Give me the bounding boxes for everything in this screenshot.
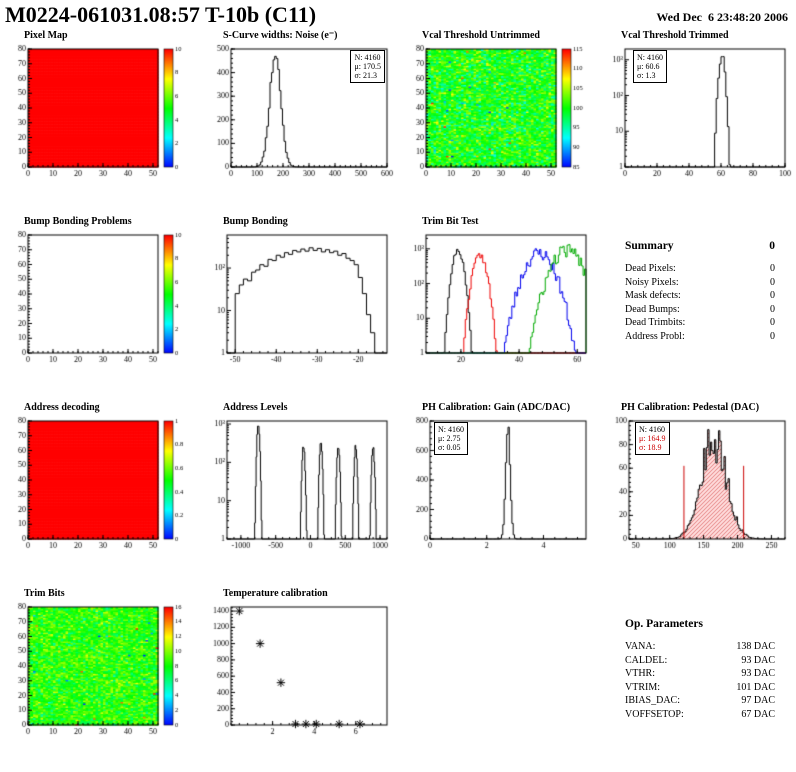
- op-row-vana: VANA: 138 DAC: [625, 641, 775, 652]
- panel-bump-problems: Bump Bonding Problems: [0, 216, 199, 402]
- panel-empty: [398, 588, 597, 772]
- panel-bump-bonding: Bump Bonding: [199, 216, 398, 402]
- panel-address-levels: Address Levels: [199, 402, 398, 588]
- op-row-ibias-dac: IBIAS_DAC: 97 DAC: [625, 695, 775, 706]
- op-parameters-block: Op. Parameters VANA: 138 DAC CALDEL: 93 DA…: [597, 588, 796, 772]
- stats-sigma: σ: 1.3: [637, 71, 656, 80]
- op-row-caldel: CALDEL: 93 DAC: [625, 654, 775, 666]
- bump-bonding-plot: [201, 229, 397, 369]
- ph-pedestal-stats: N: 4160 μ: 164.9 σ: 18.9: [635, 422, 670, 455]
- op-row-voffsetop: VOFFSETOP: 67 DAC: [625, 708, 775, 720]
- pixel-map-title: Pixel Map: [24, 30, 68, 41]
- bump-problems-plot: [2, 229, 198, 369]
- address-decoding-title: Address decoding: [24, 402, 100, 413]
- vcal-untrimmed-plot: [400, 43, 596, 183]
- summary-total: 0: [769, 240, 775, 252]
- panel-trim-bit-test: Trim Bit Test: [398, 216, 597, 402]
- panel-pixel-map: Pixel Map: [0, 30, 199, 216]
- scurve-noise-stats: N: 4160 μ: 170.5 σ: 21.3: [350, 50, 385, 83]
- stats-entries: N: 4160: [354, 53, 381, 62]
- timestamp: Wed Dec 6 23:48:20 2006: [656, 10, 788, 24]
- vcal-trimmed-title: Vcal Threshold Trimmed: [621, 30, 729, 41]
- vcal-trimmed-stats: N: 4160 μ: 60.6 σ: 1.3: [633, 50, 667, 83]
- op-parameters-header: Op. Parameters: [625, 618, 775, 630]
- summary-row-mask-defects: Mask defects: 0: [625, 290, 775, 301]
- trim-bit-test-plot: [400, 229, 596, 369]
- pixel-map-plot: [2, 43, 198, 183]
- ph-gain-plot: [400, 415, 596, 555]
- summary-row-dead-pixels: Dead Pixels: 0: [625, 263, 775, 274]
- panel-temperature: Temperature calibration: [199, 588, 398, 772]
- summary-row-address-probl: Address Probl: 0: [625, 330, 775, 342]
- stats-sigma: σ: 18.9: [639, 443, 662, 452]
- stats-mean: μ: 164.9: [639, 434, 666, 443]
- bump-bonding-title: Bump Bonding: [223, 216, 288, 227]
- temperature-title: Temperature calibration: [223, 588, 328, 599]
- stats-mean: μ: 170.5: [354, 62, 381, 71]
- stats-mean: μ: 2.75: [438, 434, 461, 443]
- summary-row-noisy-pixels: Noisy Pixels: 0: [625, 276, 775, 288]
- stats-entries: N: 4160: [637, 53, 663, 62]
- plot-grid: Pixel Map S-Curve widths: Noise (e⁻) N: …: [0, 30, 796, 772]
- panel-trim-bits: Trim Bits: [0, 588, 199, 772]
- summary-title: Summary: [625, 240, 674, 252]
- stats-entries: N: 4160: [438, 425, 464, 434]
- scurve-noise-title: S-Curve widths: Noise (e⁻): [223, 30, 338, 41]
- ph-gain-stats: N: 4160 μ: 2.75 σ: 0.05: [434, 422, 468, 455]
- page-title: M0224-061031.08:57 T-10b (C11): [5, 2, 317, 27]
- address-decoding-plot: [2, 415, 198, 555]
- summary-header: Summary 0: [625, 240, 775, 252]
- op-parameters-title: Op. Parameters: [625, 618, 703, 630]
- ph-pedestal-plot: [599, 415, 795, 555]
- trim-bits-title: Trim Bits: [24, 588, 65, 599]
- summary-row-dead-bumps: Dead Bumps: 0: [625, 303, 775, 315]
- summary-row-dead-trimbits: Dead Trimbits: 0: [625, 317, 775, 328]
- stats-sigma: σ: 21.3: [354, 71, 378, 80]
- panel-vcal-untrimmed: Vcal Threshold Untrimmed: [398, 30, 597, 216]
- ph-pedestal-title: PH Calibration: Pedestal (DAC): [621, 402, 760, 413]
- temperature-plot: [201, 601, 397, 741]
- stats-sigma: σ: 0.05: [438, 443, 461, 452]
- stats-entries: N: 4160: [639, 425, 665, 434]
- address-levels-plot: [201, 415, 397, 555]
- op-row-vthr: VTHR: 93 DAC: [625, 668, 775, 679]
- vcal-trimmed-plot: [599, 43, 795, 183]
- panel-address-decoding: Address decoding: [0, 402, 199, 588]
- trim-bit-test-title: Trim Bit Test: [422, 216, 479, 227]
- panel-scurve-noise: S-Curve widths: Noise (e⁻) N: 4160 μ: 17…: [199, 30, 398, 216]
- vcal-untrimmed-title: Vcal Threshold Untrimmed: [422, 30, 540, 41]
- address-levels-title: Address Levels: [223, 402, 288, 413]
- panel-vcal-trimmed: Vcal Threshold Trimmed N: 4160 μ: 60.6 σ…: [597, 30, 796, 216]
- stats-mean: μ: 60.6: [637, 62, 660, 71]
- op-row-vtrim: VTRIM: 101 DAC: [625, 681, 775, 693]
- summary-block: Summary 0 Dead Pixels: 0 Noisy Pixels: 0 M…: [597, 216, 796, 402]
- ph-gain-title: PH Calibration: Gain (ADC/DAC): [422, 402, 571, 413]
- bump-problems-title: Bump Bonding Problems: [24, 216, 132, 227]
- panel-ph-pedestal: PH Calibration: Pedestal (DAC) N: 4160 μ…: [597, 402, 796, 588]
- panel-ph-gain: PH Calibration: Gain (ADC/DAC) N: 4160 μ…: [398, 402, 597, 588]
- trim-bits-plot: [2, 601, 198, 741]
